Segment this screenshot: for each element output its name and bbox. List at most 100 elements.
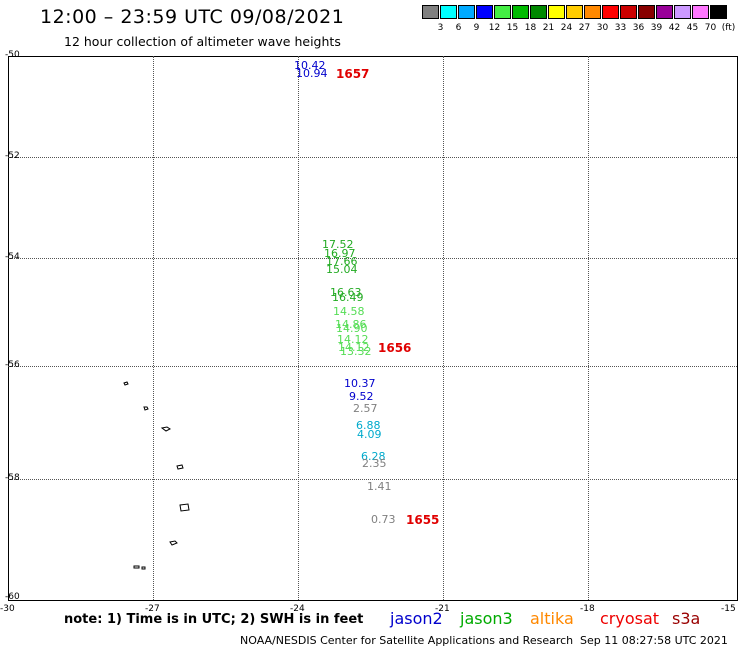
longitude-label: -15 [721, 604, 736, 614]
page-subtitle: 12 hour collection of altimeter wave hei… [64, 34, 341, 49]
longitude-gridline [298, 56, 299, 600]
latitude-label: -56 [5, 360, 20, 370]
wave-height-value: 14.90 [336, 322, 368, 335]
scale-label: 39 [650, 23, 663, 33]
longitude-gridline [443, 56, 444, 600]
scale-label: 30 [596, 23, 609, 33]
wave-height-value: 9.52 [349, 390, 374, 403]
wave-height-value: 16.49 [332, 291, 364, 304]
scale-swatch [440, 5, 457, 19]
scale-label: 3 [437, 23, 444, 33]
latitude-label: -58 [5, 473, 20, 483]
wave-height-value: 1.41 [367, 480, 392, 493]
wave-height-value: 6.28 [361, 450, 386, 463]
scale-label: 9 [473, 23, 480, 33]
wave-height-value: 2.35 [362, 457, 387, 470]
wave-height-value: 14.86 [335, 318, 367, 331]
scale-swatch [638, 5, 655, 19]
satellite-legend-item: cryosat [600, 609, 660, 628]
satellite-legend-item: jason2 [390, 609, 443, 628]
latitude-gridline [8, 479, 737, 480]
latitude-gridline [8, 366, 737, 367]
longitude-label: -21 [435, 604, 450, 614]
footer-note: note: 1) Time is in UTC; 2) SWH is in fe… [64, 612, 364, 627]
wave-height-value: 14.58 [333, 305, 365, 318]
scale-label: 24 [560, 23, 573, 33]
wave-height-value: 6.88 [356, 419, 381, 432]
wave-height-value: 17.52 [322, 238, 354, 251]
island-outline [141, 566, 146, 570]
scale-swatch [584, 5, 601, 19]
longitude-label: -18 [580, 604, 595, 614]
wave-height-value: 13.32 [340, 345, 372, 358]
scale-label: 6 [455, 23, 462, 33]
wave-height-value: 4.09 [357, 428, 382, 441]
page-title: 12:00 – 23:59 UTC 09/08/2021 [40, 6, 345, 28]
scale-label: 27 [578, 23, 591, 33]
map-plot-area [8, 56, 738, 601]
scale-swatch [476, 5, 493, 19]
wave-height-value: 15.04 [326, 263, 358, 276]
satellite-legend-item: s3a [672, 609, 701, 628]
scale-swatch [512, 5, 529, 19]
latitude-label: -54 [5, 252, 20, 262]
pass-time-label: 1655 [406, 513, 440, 527]
generated-timestamp: Sep 11 08:27:58 UTC 2021 [580, 634, 728, 647]
satellite-legend-item: jason3 [460, 609, 513, 628]
scale-label: 70 [704, 23, 717, 33]
scale-label: 42 [668, 23, 681, 33]
wave-height-value: 14.12 [338, 341, 370, 354]
pass-time-label: 1657 [336, 67, 370, 81]
scale-label: 36 [632, 23, 645, 33]
longitude-gridline [153, 56, 154, 600]
island-outline [160, 426, 171, 432]
scale-swatch [566, 5, 583, 19]
latitude-gridline [8, 258, 737, 259]
wave-height-value: 16.97 [324, 247, 356, 260]
longitude-label: -24 [290, 604, 305, 614]
island-outline [176, 464, 184, 470]
scale-swatch [674, 5, 691, 19]
scale-label: (ft) [721, 23, 736, 33]
scale-swatch [548, 5, 565, 19]
latitude-gridline [8, 157, 737, 158]
longitude-label: -27 [145, 604, 160, 614]
wave-height-value: 16.63 [330, 286, 362, 299]
island-outline [143, 406, 149, 411]
longitude-label: -30 [0, 604, 15, 614]
wave-height-value: 10.37 [344, 377, 376, 390]
scale-swatch [602, 5, 619, 19]
island-outline [123, 381, 129, 386]
scale-label: 21 [542, 23, 555, 33]
wave-height-value: 10.94 [296, 67, 328, 80]
island-outline [133, 565, 140, 569]
scale-swatch [422, 5, 439, 19]
scale-swatch [530, 5, 547, 19]
longitude-gridline [588, 56, 589, 600]
scale-swatch [458, 5, 475, 19]
scale-label: 12 [488, 23, 501, 33]
scale-swatch [656, 5, 673, 19]
wave-height-value: 10.42 [294, 59, 326, 72]
latitude-label: -50 [5, 50, 20, 60]
island-outline [179, 503, 190, 512]
scale-label: 18 [524, 23, 537, 33]
pass-time-label: 1656 [378, 341, 412, 355]
scale-swatch [620, 5, 637, 19]
credit-text: NOAA/NESDIS Center for Satellite Applica… [240, 634, 574, 647]
scale-swatch [692, 5, 709, 19]
latitude-label: -52 [5, 151, 20, 161]
scale-swatch [494, 5, 511, 19]
scale-label: 33 [614, 23, 627, 33]
wave-height-value: 2.57 [353, 402, 378, 415]
latitude-label: -60 [5, 592, 20, 602]
wave-height-value: 0.73 [371, 513, 396, 526]
wave-height-value: 14.12 [337, 333, 369, 346]
scale-swatch [710, 5, 727, 19]
wave-height-value: 17.66 [326, 255, 358, 268]
scale-label: 15 [506, 23, 519, 33]
island-outline [169, 540, 178, 546]
satellite-legend-item: altika [530, 609, 574, 628]
scale-label: 45 [686, 23, 699, 33]
